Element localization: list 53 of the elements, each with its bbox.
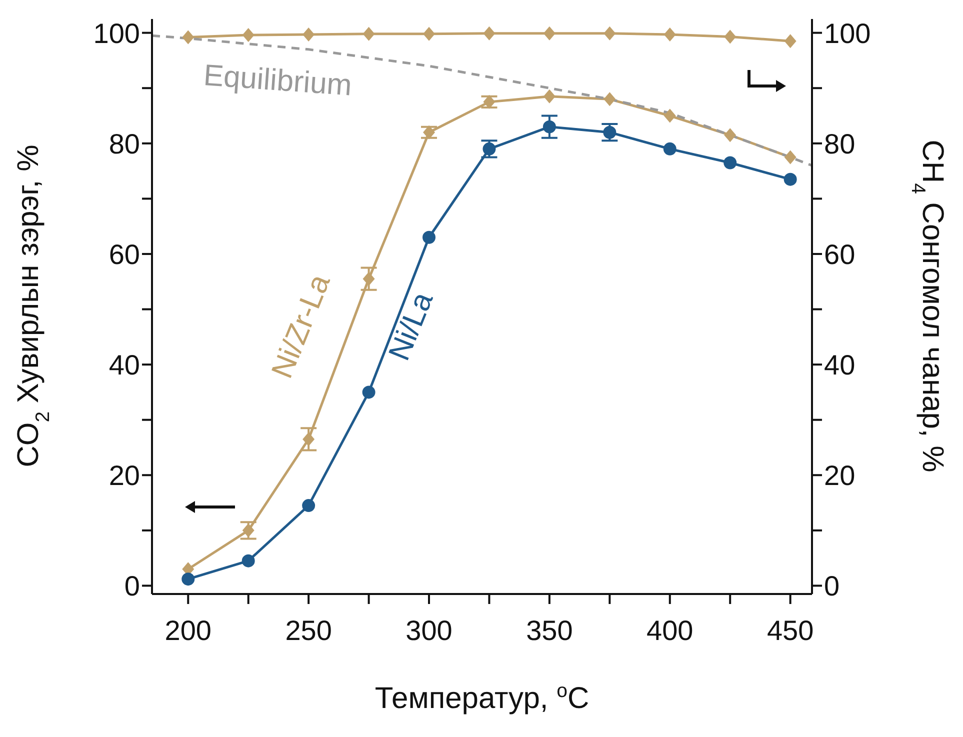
point [664, 27, 676, 42]
y2-tick-label: 0 [824, 570, 840, 602]
point [784, 172, 797, 186]
point [542, 120, 556, 134]
y-tick-label: 0 [124, 570, 140, 602]
x-tick-label: 400 [646, 614, 694, 646]
point [724, 30, 736, 44]
y-tick-label: 40 [108, 349, 140, 380]
x-tick-label: 200 [164, 614, 212, 646]
y2-tick-label: 60 [824, 238, 856, 270]
point [604, 92, 616, 106]
y2-tick-label: 100 [824, 18, 871, 49]
y2-tick-label: 40 [824, 349, 856, 380]
point [483, 94, 496, 109]
x-tick-label: 250 [285, 614, 332, 646]
y2-tick-label: 80 [824, 128, 856, 160]
point [543, 89, 556, 104]
point [302, 27, 315, 42]
point [604, 26, 616, 40]
point [242, 554, 255, 568]
point [362, 26, 375, 41]
point [182, 30, 194, 44]
point [302, 432, 315, 446]
point [423, 26, 436, 41]
point [663, 142, 676, 156]
y-tick-label: 20 [108, 460, 140, 492]
y-tick-label: 100 [93, 18, 140, 49]
x-tick-label: 350 [526, 614, 573, 646]
point [362, 386, 376, 399]
point [182, 572, 195, 586]
x-axis-title: Температур, $^{o}$C [374, 680, 590, 715]
point [482, 142, 496, 156]
point [664, 108, 676, 123]
point [603, 126, 616, 139]
x-tick-label: 300 [406, 614, 452, 646]
point [422, 230, 436, 244]
series-label: Equilibrium [202, 59, 353, 102]
y2-tick-label: 20 [824, 460, 856, 492]
y-tick-label: 60 [108, 238, 140, 270]
point [242, 28, 254, 42]
point [302, 499, 316, 512]
point [724, 128, 736, 142]
point [423, 125, 436, 140]
point [784, 34, 796, 48]
point [242, 523, 254, 538]
y-tick-label: 80 [108, 128, 140, 160]
point [543, 26, 556, 40]
point [784, 150, 796, 164]
x-tick-label: 450 [766, 614, 814, 646]
text: Ni/La [382, 288, 440, 366]
point [362, 272, 375, 286]
point [724, 156, 737, 170]
point [483, 26, 496, 40]
